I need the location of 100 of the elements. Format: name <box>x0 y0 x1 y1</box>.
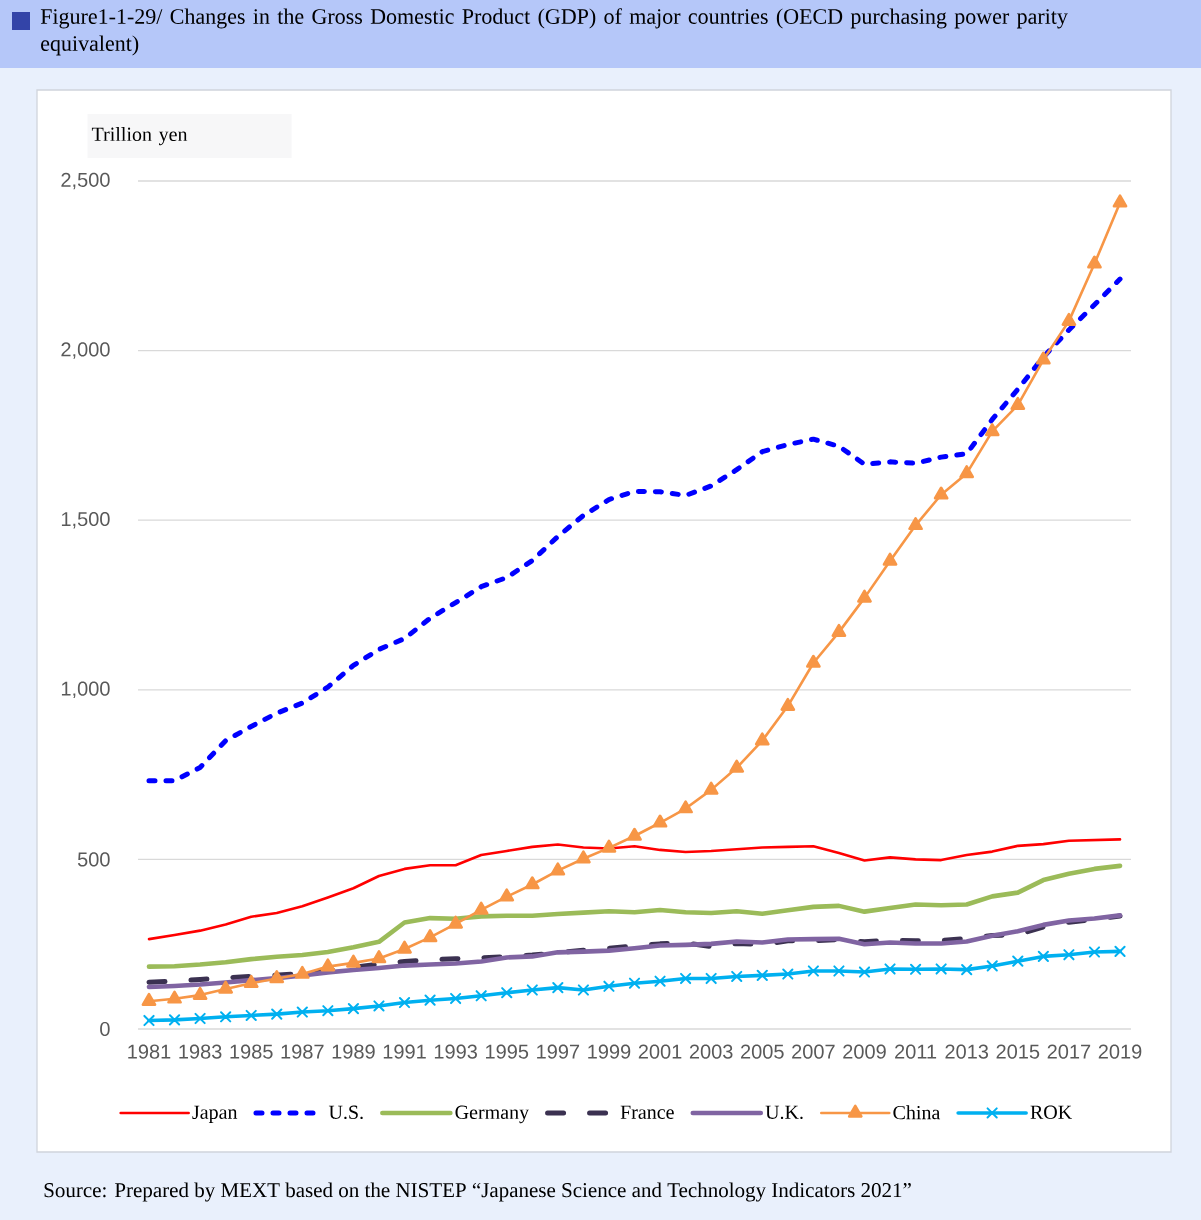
y-tick-label: 2,000 <box>61 342 110 359</box>
point <box>731 970 743 983</box>
y-tick-label: 1,500 <box>61 511 110 529</box>
chart-title: Figure1-1-29/ Changes in the Gross Domestic Product (GDP) of major countries (OECD purchasing power parity equivalent) <box>40 8 1068 56</box>
x-tick-label: 2009 <box>843 1044 886 1059</box>
point <box>475 990 487 1002</box>
point <box>373 1000 385 1012</box>
x-tick-label: 2005 <box>741 1044 784 1059</box>
point <box>857 589 872 603</box>
point <box>346 954 361 968</box>
point <box>320 958 336 972</box>
point <box>1112 194 1128 208</box>
point <box>141 992 157 1006</box>
x-tick-label: 1999 <box>588 1044 631 1059</box>
point <box>908 517 923 531</box>
point <box>550 862 566 876</box>
point <box>780 697 796 711</box>
x-tick-label: 1985 <box>230 1044 273 1059</box>
point <box>296 1006 308 1018</box>
point <box>961 964 973 976</box>
point <box>397 940 412 954</box>
point <box>782 968 794 980</box>
x-tick-label: 2011 <box>895 1044 937 1059</box>
point <box>422 929 438 943</box>
point <box>243 974 259 989</box>
x-tick-label: 2013 <box>945 1044 989 1059</box>
legend-label: U.S. <box>328 1105 363 1120</box>
legend-label: U.K. <box>765 1105 803 1120</box>
point <box>935 963 947 975</box>
point <box>703 781 719 795</box>
point <box>754 732 770 746</box>
point <box>524 876 540 890</box>
point <box>729 759 745 773</box>
point <box>473 901 489 915</box>
point <box>1061 312 1077 326</box>
point <box>218 980 234 994</box>
point <box>807 965 819 977</box>
point <box>294 965 310 979</box>
y-tick-label: 0 <box>100 1021 110 1037</box>
point <box>603 980 615 992</box>
point <box>986 960 998 972</box>
point <box>654 975 666 987</box>
y-tick-label: 2,500 <box>61 172 110 190</box>
point <box>705 972 717 985</box>
legend-label: ROK <box>1030 1105 1072 1120</box>
point <box>678 800 693 814</box>
point <box>347 1003 360 1015</box>
point <box>577 984 589 996</box>
x-tick-label: 2019 <box>1098 1044 1142 1059</box>
x-tick-label: 1997 <box>537 1044 580 1059</box>
point <box>833 965 845 977</box>
point <box>933 486 949 500</box>
point <box>1010 396 1026 411</box>
legend-label: Japan <box>192 1105 238 1124</box>
legend-label: Germany <box>455 1105 530 1124</box>
point <box>168 1014 181 1026</box>
point <box>858 966 871 978</box>
x-tick-label: 1981 <box>128 1044 171 1059</box>
y-tick-label: 500 <box>77 852 110 867</box>
point <box>959 465 975 479</box>
point <box>322 1005 334 1017</box>
point <box>1063 949 1075 961</box>
point <box>627 827 642 841</box>
point <box>628 977 641 989</box>
point <box>192 986 208 1000</box>
x-tick-label: 1989 <box>332 1044 375 1059</box>
point <box>194 1012 206 1025</box>
point <box>371 950 387 964</box>
point <box>576 850 591 864</box>
point <box>882 552 898 566</box>
x-tick-label: 1995 <box>486 1044 529 1059</box>
point <box>167 990 182 1004</box>
x-tick-label: 2007 <box>792 1044 835 1059</box>
point <box>909 963 922 975</box>
point <box>1037 950 1049 963</box>
point <box>1035 351 1051 365</box>
legend-label: China <box>893 1105 941 1120</box>
source-note: Source: Prepared by MEXT based on the NISTEP “Japanese Science and Technology Indicators 2021” <box>44 1182 911 1202</box>
point <box>424 994 436 1006</box>
x-tick-label: 2017 <box>1047 1044 1091 1059</box>
point <box>1087 255 1102 269</box>
x-tick-label: 2001 <box>638 1044 682 1059</box>
y-axis-title: Trillion yen <box>91 126 188 146</box>
point <box>448 915 463 929</box>
point <box>1088 946 1101 958</box>
point <box>831 623 847 637</box>
point <box>884 963 896 975</box>
point <box>806 654 821 668</box>
point <box>1114 945 1126 957</box>
point <box>143 1014 155 1027</box>
point <box>984 423 1000 437</box>
point <box>526 984 538 996</box>
point <box>680 972 692 985</box>
x-tick-label: 1991 <box>383 1044 426 1059</box>
point <box>756 969 768 982</box>
point <box>271 1008 283 1020</box>
x-tick-label: 1983 <box>179 1044 222 1059</box>
point <box>601 839 617 853</box>
legend-label: France <box>620 1105 674 1119</box>
x-tick-label: 2015 <box>996 1044 1040 1059</box>
